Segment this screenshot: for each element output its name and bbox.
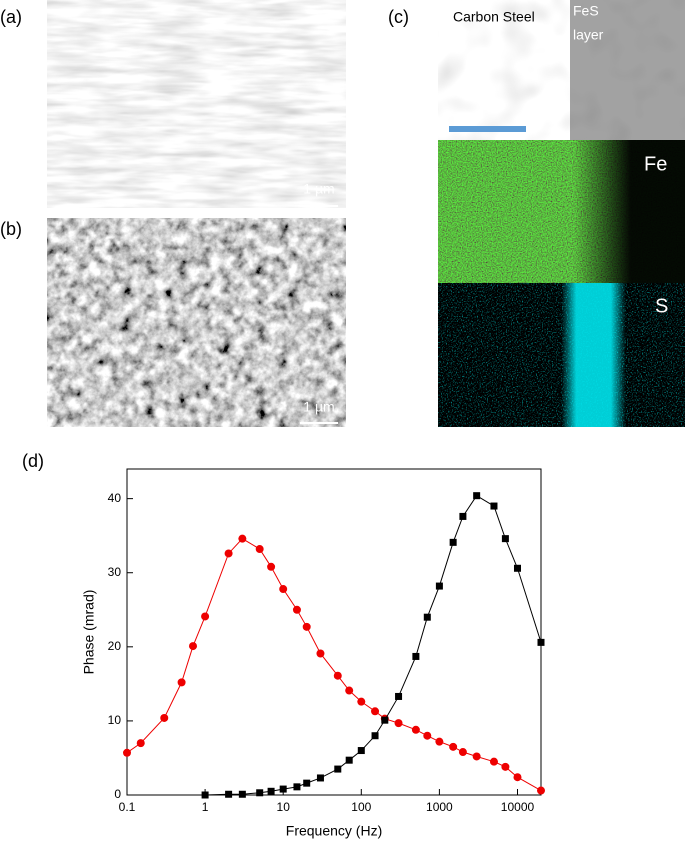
point bbox=[537, 786, 545, 795]
fes-region bbox=[570, 0, 685, 140]
x-tick-label: 100 bbox=[351, 800, 371, 814]
point bbox=[279, 785, 287, 793]
point bbox=[225, 790, 233, 798]
micrograph-a bbox=[47, 0, 346, 208]
map-label: Fe bbox=[644, 153, 667, 175]
x-tick-label: 1000 bbox=[426, 800, 453, 814]
y-axis-label: Phase (mrad) bbox=[81, 590, 97, 675]
point bbox=[224, 549, 233, 558]
point bbox=[394, 719, 403, 728]
x-tick-label: 0.1 bbox=[119, 800, 136, 814]
micrograph-b bbox=[47, 218, 346, 427]
point bbox=[201, 791, 209, 799]
point bbox=[472, 752, 481, 761]
point bbox=[513, 773, 522, 782]
point bbox=[255, 545, 264, 554]
point bbox=[345, 756, 353, 764]
point bbox=[513, 564, 521, 572]
region-label: layer bbox=[573, 27, 604, 43]
scale-label: 1 µm bbox=[303, 181, 334, 197]
panel-label: (d) bbox=[22, 451, 44, 471]
point bbox=[537, 638, 545, 646]
point bbox=[411, 725, 420, 734]
panel-label: (b) bbox=[0, 219, 22, 239]
panel-label: (a) bbox=[0, 7, 22, 27]
region-label: Carbon Steel bbox=[453, 9, 535, 25]
y-tick-label: 10 bbox=[108, 713, 122, 727]
map-label: S bbox=[655, 295, 668, 317]
point bbox=[381, 716, 389, 724]
point bbox=[238, 534, 247, 543]
series-line bbox=[205, 494, 542, 796]
point bbox=[279, 585, 288, 594]
point bbox=[412, 652, 420, 660]
point bbox=[292, 605, 301, 614]
point bbox=[302, 622, 311, 631]
point bbox=[371, 732, 379, 740]
point bbox=[357, 747, 365, 755]
point bbox=[395, 692, 403, 700]
point bbox=[123, 748, 131, 757]
point bbox=[303, 779, 311, 787]
point bbox=[238, 790, 246, 798]
y-tick-label: 20 bbox=[108, 639, 122, 653]
region-label: FeS bbox=[573, 3, 599, 19]
x-tick-label: 10 bbox=[277, 800, 291, 814]
scale-label: 1 µm bbox=[303, 399, 334, 415]
point bbox=[435, 582, 443, 590]
point bbox=[489, 757, 498, 766]
scale-bar bbox=[300, 205, 338, 207]
fe-fade bbox=[438, 140, 685, 283]
point bbox=[501, 535, 509, 543]
point bbox=[334, 765, 342, 773]
y-tick-label: 0 bbox=[114, 787, 121, 801]
point bbox=[189, 642, 198, 651]
point bbox=[371, 707, 380, 716]
point bbox=[177, 678, 186, 687]
point bbox=[501, 762, 510, 771]
point bbox=[136, 739, 145, 748]
point bbox=[423, 613, 431, 621]
x-tick-label: 10000 bbox=[501, 800, 535, 814]
point bbox=[435, 737, 444, 746]
point bbox=[357, 697, 366, 706]
point bbox=[201, 612, 210, 621]
point bbox=[490, 502, 498, 510]
point bbox=[458, 748, 467, 757]
s-band bbox=[438, 283, 685, 427]
point bbox=[316, 649, 325, 658]
point bbox=[449, 742, 458, 751]
point bbox=[316, 774, 324, 782]
point bbox=[160, 713, 169, 722]
x-tick-label: 1 bbox=[202, 800, 209, 814]
panel-label: (c) bbox=[388, 7, 409, 27]
point bbox=[293, 783, 301, 791]
y-tick-label: 30 bbox=[108, 565, 122, 579]
point bbox=[333, 671, 342, 680]
point bbox=[267, 787, 275, 795]
scale-bar bbox=[300, 422, 338, 424]
point bbox=[449, 538, 457, 546]
point bbox=[423, 731, 432, 740]
point bbox=[267, 562, 276, 571]
point bbox=[256, 789, 264, 797]
series-line bbox=[126, 538, 542, 791]
scale-bar bbox=[449, 126, 526, 132]
plot-frame bbox=[126, 468, 542, 796]
point bbox=[473, 492, 481, 500]
y-tick-label: 40 bbox=[108, 491, 122, 505]
x-axis-label: Frequency (Hz) bbox=[286, 823, 382, 839]
point bbox=[459, 512, 467, 520]
point bbox=[345, 686, 354, 695]
